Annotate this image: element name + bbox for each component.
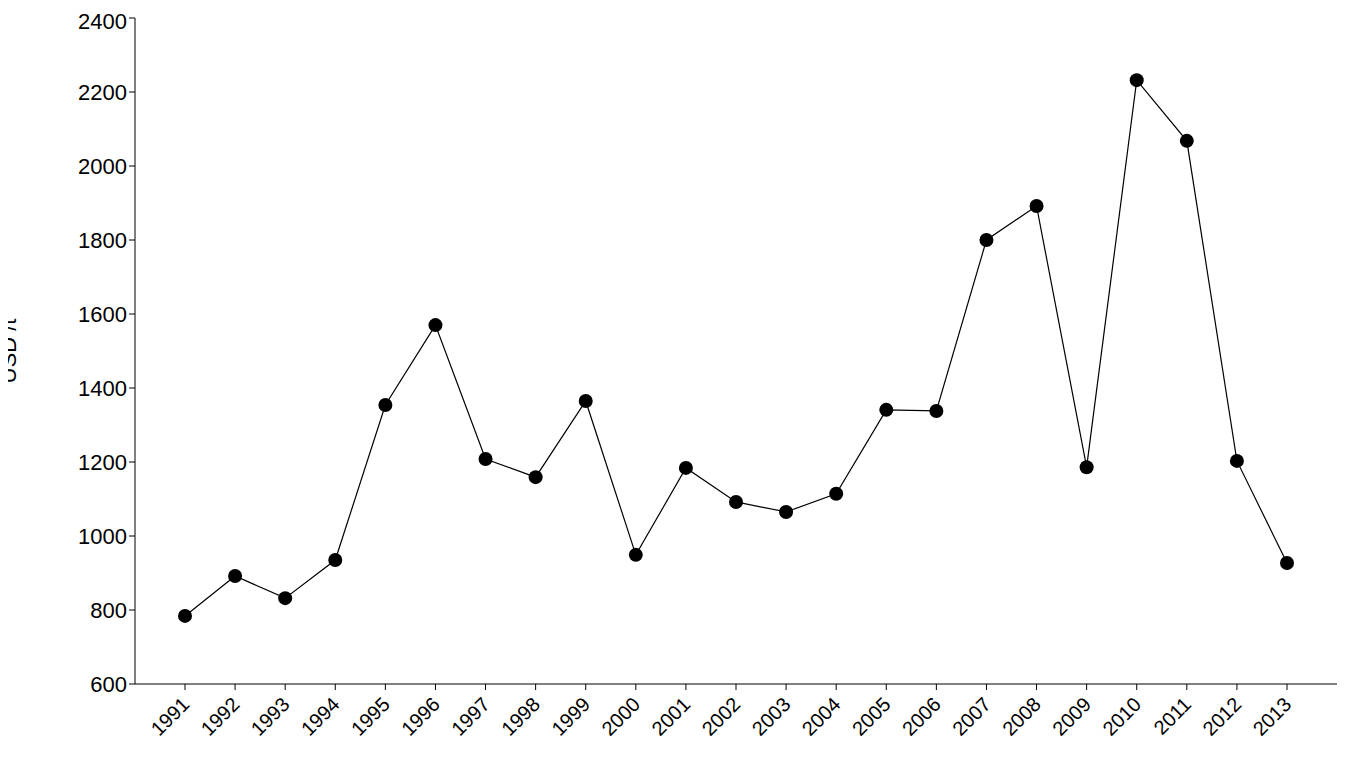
svg-text:1997: 1997	[447, 693, 494, 740]
svg-text:2000: 2000	[597, 693, 644, 740]
svg-text:2013: 2013	[1248, 693, 1295, 740]
svg-text:2012: 2012	[1198, 693, 1245, 740]
svg-text:1400: 1400	[78, 376, 127, 401]
svg-text:2000: 2000	[78, 154, 127, 179]
svg-text:1600: 1600	[78, 302, 127, 327]
svg-text:USD /t: USD /t	[8, 319, 21, 384]
svg-text:1800: 1800	[78, 228, 127, 253]
svg-text:2004: 2004	[798, 693, 845, 740]
svg-text:1999: 1999	[547, 693, 594, 740]
svg-text:1995: 1995	[347, 693, 394, 740]
svg-text:1996: 1996	[397, 693, 444, 740]
svg-text:2005: 2005	[848, 693, 895, 740]
svg-text:2400: 2400	[78, 9, 127, 34]
svg-text:1998: 1998	[497, 693, 544, 740]
svg-text:1000: 1000	[78, 524, 127, 549]
svg-text:2010: 2010	[1098, 693, 1145, 740]
svg-text:2003: 2003	[748, 693, 795, 740]
svg-text:2011: 2011	[1149, 693, 1195, 739]
svg-text:1993: 1993	[247, 693, 294, 740]
svg-text:2002: 2002	[697, 693, 744, 740]
svg-text:2200: 2200	[78, 80, 127, 105]
svg-text:1994: 1994	[297, 693, 344, 740]
svg-text:600: 600	[90, 672, 127, 697]
svg-text:2008: 2008	[998, 693, 1045, 740]
svg-text:2009: 2009	[1048, 693, 1095, 740]
svg-text:2007: 2007	[948, 693, 995, 740]
svg-text:2001: 2001	[647, 693, 694, 740]
svg-text:1992: 1992	[197, 693, 244, 740]
svg-text:1991: 1991	[146, 693, 193, 740]
svg-text:800: 800	[90, 598, 127, 623]
svg-text:1200: 1200	[78, 450, 127, 475]
svg-text:2006: 2006	[898, 693, 945, 740]
